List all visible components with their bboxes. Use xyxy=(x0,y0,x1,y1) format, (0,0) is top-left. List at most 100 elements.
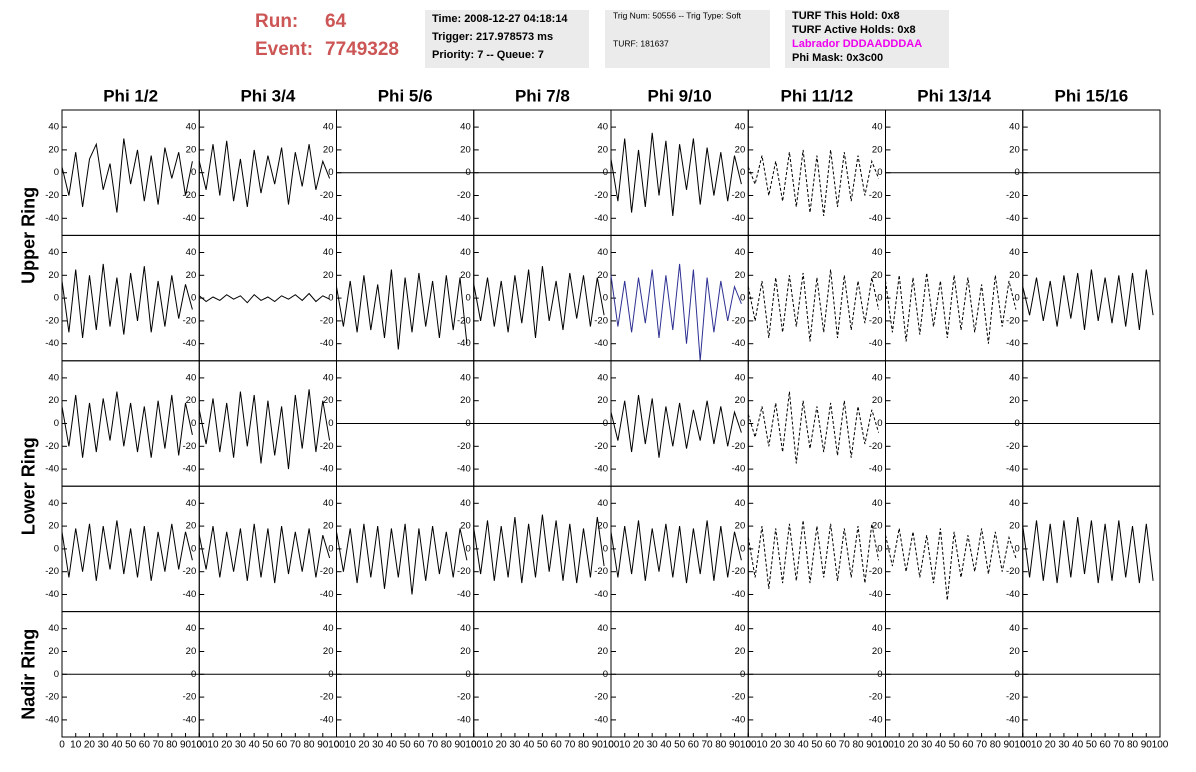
y-tick-label: 20 xyxy=(460,270,471,281)
x-tick-label: 70 xyxy=(976,740,988,751)
column-header: Phi 7/8 xyxy=(515,86,570,105)
y-tick-label: 20 xyxy=(186,395,197,406)
y-tick-label: 0 xyxy=(740,293,745,304)
waveform xyxy=(336,523,468,595)
x-tick-label: 90 xyxy=(317,740,329,751)
run-label: Run: xyxy=(255,11,298,32)
x-tick-label: 60 xyxy=(825,740,837,751)
time: Time: 2008-12-27 04:18:14 xyxy=(432,13,568,25)
y-tick-label: -40 xyxy=(457,338,471,349)
y-tick-label: 0 xyxy=(1014,293,1019,304)
y-tick-label: 0 xyxy=(877,669,882,680)
x-tick-label: 90 xyxy=(180,740,192,751)
y-tick-label: 0 xyxy=(740,669,745,680)
x-tick-label: 50 xyxy=(537,740,549,751)
y-tick-label: -20 xyxy=(183,190,197,201)
y-tick-label: -20 xyxy=(320,315,334,326)
y-tick-label: -40 xyxy=(45,589,59,600)
x-tick-label: 50 xyxy=(125,740,137,751)
x-tick-label: 40 xyxy=(798,740,810,751)
y-tick-label: -20 xyxy=(320,441,334,452)
waveform xyxy=(198,523,331,584)
y-tick-label: 20 xyxy=(597,144,608,155)
y-tick-label: 40 xyxy=(323,623,334,634)
y-tick-label: -40 xyxy=(320,338,334,349)
y-tick-label: -20 xyxy=(183,315,197,326)
waveform xyxy=(61,138,193,213)
y-tick-label: 20 xyxy=(186,270,197,281)
y-tick-label: 0 xyxy=(603,543,608,554)
turf: TURF: 181637 xyxy=(613,38,669,48)
x-tick-label: 100 xyxy=(603,740,620,751)
x-tick-label: 50 xyxy=(262,740,274,751)
y-tick-label: 20 xyxy=(323,395,334,406)
x-tick-label: 80 xyxy=(990,740,1002,751)
y-tick-label: -20 xyxy=(45,441,59,452)
y-tick-label: 20 xyxy=(872,395,883,406)
y-tick-label: 0 xyxy=(740,418,745,429)
y-tick-label: 40 xyxy=(597,122,608,133)
x-tick-label: 10 xyxy=(207,740,219,751)
x-tick-label: 60 xyxy=(551,740,563,751)
y-tick-label: 20 xyxy=(872,646,883,657)
trig-box xyxy=(605,10,770,68)
x-tick-label: 20 xyxy=(907,740,919,751)
x-tick-label: 30 xyxy=(98,740,110,751)
y-tick-label: 40 xyxy=(48,247,59,258)
x-tick-label: 10 xyxy=(756,740,768,751)
y-tick-label: -40 xyxy=(183,213,197,224)
y-tick-label: 0 xyxy=(877,418,882,429)
x-tick-label: 100 xyxy=(465,740,482,751)
y-tick-label: 40 xyxy=(460,498,471,509)
y-tick-label: 40 xyxy=(460,372,471,383)
x-tick-label: 70 xyxy=(153,740,165,751)
y-tick-label: 40 xyxy=(1009,498,1020,509)
column-header: Phi 5/6 xyxy=(378,86,433,105)
y-tick-label: 40 xyxy=(48,372,59,383)
y-tick-label: 0 xyxy=(740,167,745,178)
x-tick-label: 0 xyxy=(196,740,202,751)
x-tick-label: 80 xyxy=(166,740,178,751)
y-tick-label: 20 xyxy=(48,395,59,406)
y-tick-label: 20 xyxy=(323,646,334,657)
y-tick-label: 0 xyxy=(465,543,470,554)
y-tick-label: -40 xyxy=(594,714,608,725)
y-tick-label: -40 xyxy=(183,338,197,349)
y-tick-label: 20 xyxy=(597,270,608,281)
waveform xyxy=(336,269,468,350)
x-tick-label: 90 xyxy=(1141,740,1153,751)
x-tick-label: 50 xyxy=(949,740,961,751)
y-tick-label: 0 xyxy=(603,418,608,429)
y-tick-label: -40 xyxy=(869,213,883,224)
x-tick-label: 70 xyxy=(1113,740,1125,751)
x-tick-label: 20 xyxy=(221,740,233,751)
y-tick-label: -20 xyxy=(869,315,883,326)
y-tick-label: 0 xyxy=(603,167,608,178)
y-tick-label: -40 xyxy=(183,589,197,600)
y-tick-label: -20 xyxy=(732,692,746,703)
x-tick-label: 20 xyxy=(84,740,96,751)
y-tick-label: -40 xyxy=(320,589,334,600)
y-tick-label: 0 xyxy=(740,543,745,554)
y-tick-label: 40 xyxy=(872,498,883,509)
priority: Priority: 7 -- Queue: 7 xyxy=(432,49,544,61)
trigger: Trigger: 217.978573 ms xyxy=(432,31,553,43)
x-tick-label: 0 xyxy=(59,740,65,751)
x-tick-label: 0 xyxy=(745,740,751,751)
x-tick-label: 80 xyxy=(715,740,727,751)
waveform xyxy=(61,263,193,339)
waveform xyxy=(747,149,880,217)
y-tick-label: 40 xyxy=(872,247,883,258)
waveform xyxy=(61,391,193,458)
x-tick-label: 80 xyxy=(303,740,315,751)
y-tick-label: -20 xyxy=(320,190,334,201)
y-tick-label: -40 xyxy=(732,213,746,224)
y-tick-label: 0 xyxy=(877,293,882,304)
turf-box xyxy=(785,10,949,68)
y-tick-label: 20 xyxy=(48,270,59,281)
x-tick-label: 10 xyxy=(1031,740,1043,751)
y-tick-label: -40 xyxy=(457,714,471,725)
x-tick-label: 10 xyxy=(345,740,357,751)
y-tick-label: 20 xyxy=(597,521,608,532)
y-tick-label: 40 xyxy=(735,247,746,258)
